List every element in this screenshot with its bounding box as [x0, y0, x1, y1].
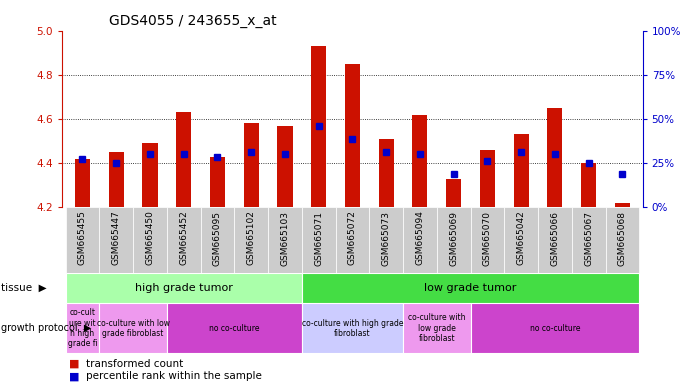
Text: GSM665042: GSM665042 [517, 210, 526, 265]
Bar [547, 108, 562, 207]
Bar [369, 207, 403, 273]
Bar [513, 134, 529, 207]
Text: GSM665103: GSM665103 [281, 210, 290, 266]
Text: GSM665073: GSM665073 [381, 210, 390, 266]
Bar [100, 207, 133, 273]
Bar [176, 113, 191, 207]
Bar [605, 207, 639, 273]
Text: GSM665447: GSM665447 [112, 210, 121, 265]
Text: no co-culture: no co-culture [209, 324, 260, 333]
Text: GSM665067: GSM665067 [584, 210, 593, 266]
Text: GSM665095: GSM665095 [213, 210, 222, 266]
Bar [133, 207, 167, 273]
Bar [446, 179, 461, 207]
Bar [471, 303, 639, 353]
Bar [66, 207, 100, 273]
Text: GSM665455: GSM665455 [78, 210, 87, 265]
Bar [108, 152, 124, 207]
Bar [413, 114, 428, 207]
Text: GSM665068: GSM665068 [618, 210, 627, 266]
Bar [538, 207, 571, 273]
Bar [345, 64, 360, 207]
Text: GSM665452: GSM665452 [179, 210, 188, 265]
Bar [615, 203, 630, 207]
Text: GSM665066: GSM665066 [551, 210, 560, 266]
Bar [210, 157, 225, 207]
Bar [471, 207, 504, 273]
Bar [100, 303, 167, 353]
Text: co-culture with high grade
fibroblast: co-culture with high grade fibroblast [302, 319, 403, 338]
Bar [571, 207, 605, 273]
Bar [581, 163, 596, 207]
Text: GSM665072: GSM665072 [348, 210, 357, 265]
Bar [302, 303, 403, 353]
Bar [167, 303, 302, 353]
Bar [167, 207, 200, 273]
Text: ■: ■ [69, 359, 79, 369]
Bar [66, 273, 302, 303]
Bar [403, 207, 437, 273]
Bar [200, 207, 234, 273]
Text: percentile rank within the sample: percentile rank within the sample [86, 371, 263, 381]
Text: GSM665102: GSM665102 [247, 210, 256, 265]
Text: growth protocol  ▶: growth protocol ▶ [1, 323, 91, 333]
Text: no co-culture: no co-culture [529, 324, 580, 333]
Bar [142, 143, 158, 207]
Bar [504, 207, 538, 273]
Text: GSM665070: GSM665070 [483, 210, 492, 266]
Text: low grade tumor: low grade tumor [424, 283, 517, 293]
Text: tissue  ▶: tissue ▶ [1, 283, 46, 293]
Text: high grade tumor: high grade tumor [135, 283, 233, 293]
Bar [302, 273, 639, 303]
Text: GSM665069: GSM665069 [449, 210, 458, 266]
Bar [268, 207, 302, 273]
Text: co-cult
ure wit
h high
grade fi: co-cult ure wit h high grade fi [68, 308, 97, 348]
Bar [277, 126, 292, 207]
Bar [336, 207, 369, 273]
Text: co-culture with
low grade
fibroblast: co-culture with low grade fibroblast [408, 313, 466, 343]
Bar [234, 207, 268, 273]
Text: GSM665450: GSM665450 [145, 210, 154, 265]
Bar [302, 207, 336, 273]
Bar [403, 303, 471, 353]
Bar [311, 46, 326, 207]
Text: GSM665071: GSM665071 [314, 210, 323, 266]
Bar [243, 123, 258, 207]
Bar [66, 303, 100, 353]
Bar [379, 139, 394, 207]
Bar [437, 207, 471, 273]
Bar [480, 150, 495, 207]
Text: ■: ■ [69, 371, 79, 381]
Text: GSM665094: GSM665094 [415, 210, 424, 265]
Text: co-culture with low
grade fibroblast: co-culture with low grade fibroblast [97, 319, 169, 338]
Text: transformed count: transformed count [86, 359, 184, 369]
Text: GDS4055 / 243655_x_at: GDS4055 / 243655_x_at [108, 14, 276, 28]
Bar [75, 159, 90, 207]
